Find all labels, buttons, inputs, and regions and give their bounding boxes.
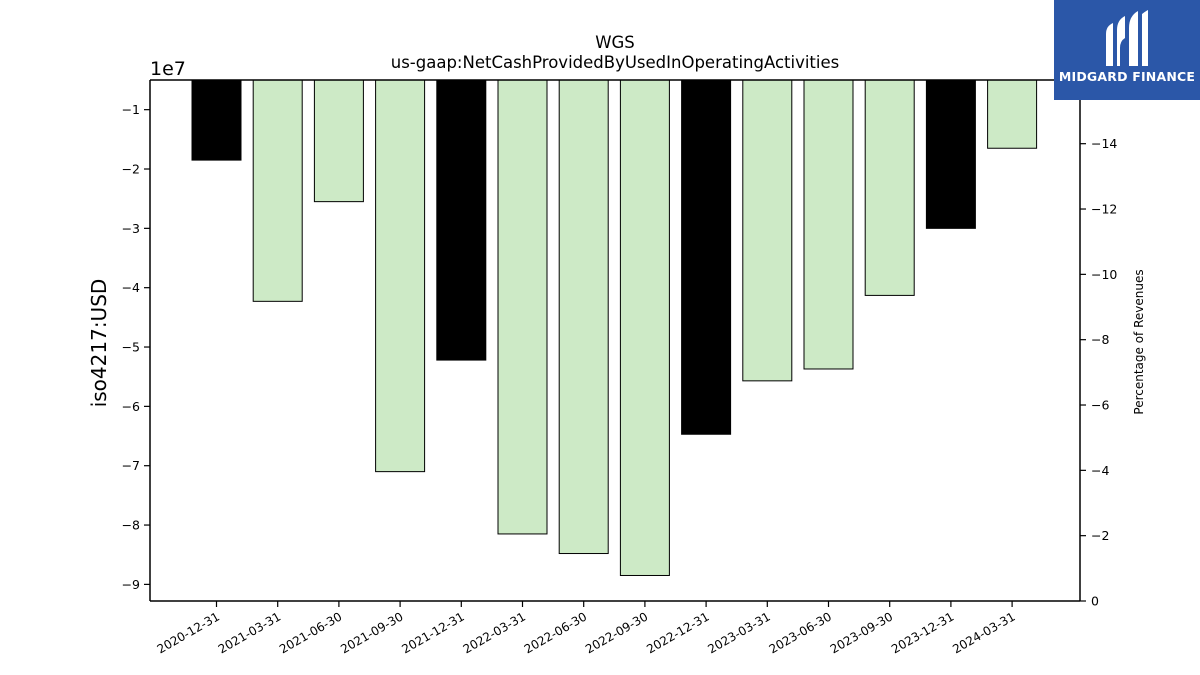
y-tick-label: −6 <box>122 399 140 414</box>
y2-tick-label: −6 <box>1091 398 1109 413</box>
x-tick-label: 2020-12-31 <box>155 609 222 656</box>
x-tick-label: 2022-06-30 <box>522 609 589 656</box>
x-tick-label: 2023-06-30 <box>767 609 834 656</box>
bar-2023-09-30 <box>864 79 915 296</box>
x-tick-label: 2021-12-31 <box>399 609 466 656</box>
x-tick-label: 2023-09-30 <box>828 609 895 656</box>
x-tick-label: 2021-09-30 <box>338 609 405 656</box>
y2-tick-label: −14 <box>1091 136 1117 151</box>
midgard-finance-logo: MIDGARD FINANCE <box>1054 0 1200 100</box>
bar-2023-03-31 <box>742 79 793 382</box>
y-axis-label: iso4217:USD <box>87 279 111 408</box>
bar-2022-12-31 <box>681 79 732 435</box>
y2-tick-label: 0 <box>1091 594 1099 609</box>
bar-2021-12-31 <box>436 79 487 361</box>
x-tick-label: 2023-12-31 <box>889 609 956 656</box>
bar-2021-09-30 <box>375 79 426 473</box>
logo-text: MIDGARD FINANCE <box>1058 69 1196 84</box>
y-tick-label: −8 <box>122 518 140 533</box>
y-tick-label: −5 <box>122 340 140 355</box>
y2-ticks-group: 0 −2 −4 −6 −8 −10 −12 −14 <box>1080 136 1117 609</box>
bars-group <box>191 79 1038 576</box>
bar-2021-06-30 <box>313 79 364 203</box>
x-ticks-group: 2020-12-312021-03-312021-06-302021-09-30… <box>155 601 1018 656</box>
axes-group <box>149 79 1081 602</box>
y2-tick-label: −10 <box>1091 267 1117 282</box>
x-tick-label: 2023-03-31 <box>705 609 772 656</box>
bar-2020-12-31 <box>191 79 242 161</box>
x-tick-label: 2021-06-30 <box>277 609 344 656</box>
y2-tick-label: −8 <box>1091 332 1109 347</box>
y-tick-label: −9 <box>122 577 140 592</box>
bar-2022-03-31 <box>497 79 548 535</box>
y-tick-label: −1 <box>122 102 140 117</box>
midgard-logo-icon <box>1106 10 1148 66</box>
bar-2023-12-31 <box>925 79 976 229</box>
chart-title: WGS <box>595 33 635 52</box>
bar-2023-06-30 <box>803 79 854 370</box>
y-tick-label: −2 <box>122 162 140 177</box>
y-tick-label: −7 <box>122 458 140 473</box>
x-tick-label: 2022-12-31 <box>644 609 711 656</box>
bar-2021-03-31 <box>252 79 303 302</box>
x-tick-label: 2024-03-31 <box>950 609 1017 656</box>
chart-subtitle: us-gaap:NetCashProvidedByUsedInOperating… <box>391 53 839 72</box>
y2-tick-label: −2 <box>1091 528 1109 543</box>
x-tick-label: 2022-09-30 <box>583 609 650 656</box>
x-tick-label: 2021-03-31 <box>216 609 283 656</box>
y2-axis-label: Percentage of Revenues <box>1132 269 1146 414</box>
bar-2024-03-31 <box>987 79 1038 149</box>
y2-tick-label: −4 <box>1091 463 1109 478</box>
y-tick-label: −3 <box>122 221 140 236</box>
y-tick-label: −4 <box>122 280 140 295</box>
bar-2022-06-30 <box>558 79 609 555</box>
y-ticks-group: −1 −2 −3 −4 −5 −6 −7 −8 −9 <box>122 102 150 592</box>
y-offset-label: 1e7 <box>150 58 186 80</box>
y2-tick-label: −12 <box>1091 202 1117 217</box>
bar-2022-09-30 <box>619 79 670 576</box>
x-tick-label: 2022-03-31 <box>461 609 528 656</box>
